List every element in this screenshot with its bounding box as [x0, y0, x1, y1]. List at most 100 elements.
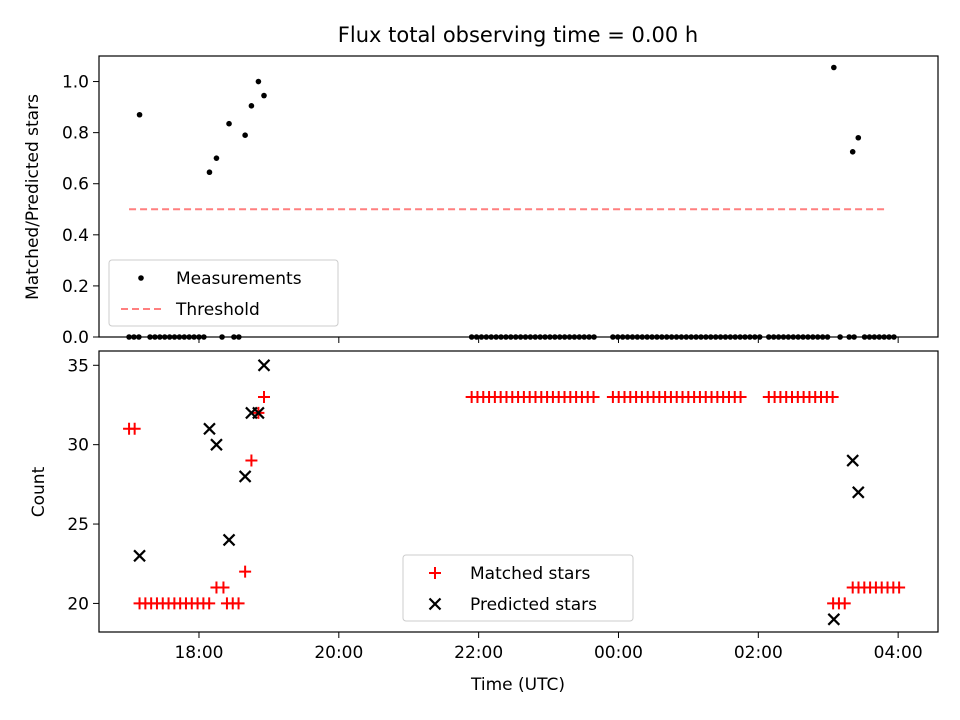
measurements-point: [668, 334, 675, 340]
measurements-point: [814, 334, 821, 340]
measurements-point: [747, 334, 753, 340]
measurements-point: [649, 334, 655, 340]
measurements-point: [591, 334, 597, 340]
ratio-legend: Measurements Threshold: [108, 259, 339, 327]
measurements-point: [624, 334, 631, 340]
matched-stars-point: [893, 581, 906, 594]
measurements-point: [614, 334, 621, 340]
measurements-point: [236, 334, 242, 340]
y-tick-label: 25: [67, 515, 89, 535]
y-tick-label: 0.4: [62, 226, 89, 246]
measurements-point: [136, 334, 142, 340]
measurements-point: [126, 334, 132, 340]
matched-stars-point: [258, 391, 271, 404]
measurements-point: [644, 334, 650, 340]
measurements-point: [837, 334, 843, 340]
measurements-point: [581, 334, 588, 340]
measurements-point: [196, 334, 202, 340]
predicted-stars-point: [827, 613, 841, 626]
measurements-point: [508, 334, 514, 340]
predicted-stars-point: [133, 549, 146, 563]
measurements-point: [566, 334, 573, 340]
matched-stars-point: [203, 597, 216, 610]
predicted-stars-point: [222, 533, 236, 547]
measurements-point: [136, 111, 143, 118]
matched-stars-point: [232, 597, 245, 610]
x-tick-label: 22:00: [454, 643, 503, 663]
predicted-stars-point: [203, 422, 216, 436]
measurements-point: [722, 334, 729, 340]
measurements-point: [219, 334, 225, 340]
measurements-point: [766, 334, 772, 340]
measurements-point: [517, 334, 524, 340]
measurements-point: [800, 334, 806, 340]
measurements-point: [805, 334, 811, 340]
legend-predicted-stars-swatch: [428, 597, 442, 611]
measurements-point: [576, 334, 583, 340]
measurements-point: [493, 334, 499, 340]
measurements-point: [673, 334, 680, 340]
measurements-point: [248, 103, 255, 109]
measurements-point: [683, 334, 690, 340]
count-panel: 20 25 30 35 18:00 20:00 22:00 00:00 02:00 04:00: [67, 350, 939, 663]
measurements-point: [703, 334, 709, 340]
legend-box: [108, 259, 339, 327]
measurements-point: [742, 334, 748, 340]
measurements-point: [206, 169, 213, 176]
measurements-point: [503, 334, 509, 340]
measurements-point: [473, 334, 480, 340]
measurements-point: [717, 334, 724, 340]
measurements-point: [678, 334, 685, 340]
matched-stars-point: [838, 597, 851, 610]
measurements-point: [527, 334, 534, 340]
measurements-point: [242, 132, 248, 138]
measurements-point: [712, 334, 719, 340]
measurements-point: [181, 334, 188, 340]
predicted-stars-point: [852, 486, 865, 499]
measurements-point: [231, 334, 237, 340]
measurements-point: [780, 334, 787, 340]
measurements-point: [498, 334, 504, 340]
y-tick-label: 0.8: [62, 124, 89, 144]
y-tick-label: 0.2: [62, 277, 89, 297]
matched-stars-point: [128, 422, 141, 435]
measurements-point: [488, 334, 495, 340]
measurements-point: [478, 334, 485, 340]
chart-title: Flux total observing time = 0.00 h: [338, 23, 698, 47]
matched-stars-point: [217, 581, 230, 594]
measurements-point: [157, 334, 163, 340]
top-y-axis-label: Matched/Predicted stars: [23, 94, 43, 300]
measurements-point: [727, 334, 734, 340]
measurements-point: [201, 334, 207, 340]
measurements-point: [639, 334, 646, 340]
measurements-point: [861, 334, 868, 340]
measurements-point: [871, 334, 878, 340]
x-tick-label: 00:00: [594, 643, 643, 663]
measurements-point: [556, 334, 563, 340]
predicted-stars-point: [210, 438, 223, 451]
measurements-point: [785, 334, 792, 340]
bottom-y-axis-label: Count: [29, 466, 49, 517]
y-tick-label: 35: [67, 356, 89, 376]
measurements-point: [255, 78, 262, 85]
measurements-point: [619, 334, 626, 340]
measurements-point: [131, 334, 137, 340]
measurements-point: [688, 334, 694, 340]
y-tick-label: 1.0: [62, 73, 89, 93]
x-tick-label: 04:00: [874, 643, 923, 663]
measurements-point: [147, 334, 153, 340]
legend-box: [402, 554, 634, 622]
measurements-point: [846, 334, 853, 340]
measurements-point: [790, 334, 797, 340]
matched-stars-point: [239, 565, 252, 578]
measurements-point: [851, 334, 857, 340]
y-tick-label: 30: [67, 436, 89, 456]
measurements-point: [468, 334, 475, 340]
measurements-point: [261, 92, 267, 99]
x-tick-label: 18:00: [174, 643, 223, 663]
measurements-point: [752, 334, 758, 340]
measurements-point: [537, 334, 543, 340]
predicted-stars-point: [252, 406, 265, 420]
y-tick-label: 20: [67, 594, 89, 614]
